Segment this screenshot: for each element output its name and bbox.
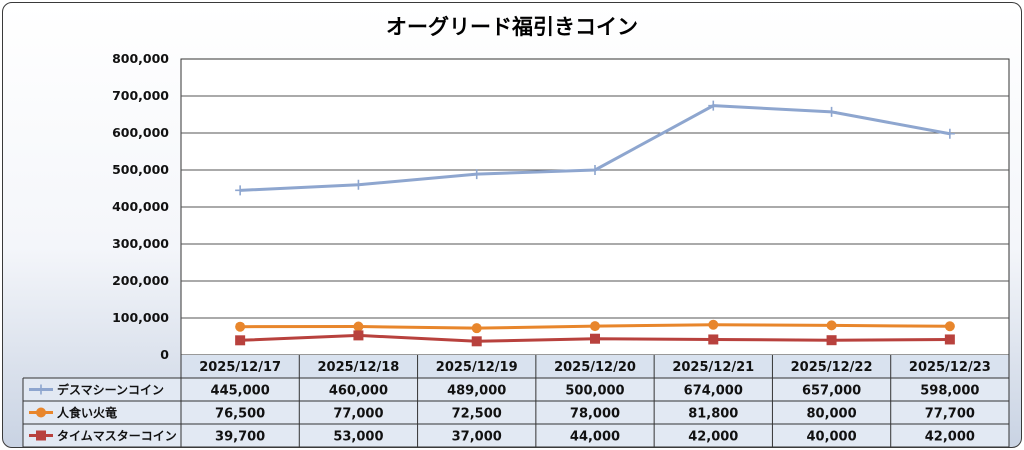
y-tick-label: 200,000 [112,273,169,288]
table-cell-value: 500,000 [565,384,624,399]
data-point [471,323,482,334]
data-point [235,335,246,346]
data-point [590,321,600,332]
data-point [353,321,364,332]
y-tick-label: 300,000 [112,236,169,251]
x-category-label: 2025/12/21 [672,360,754,375]
y-tick-label: 0 [160,347,169,362]
data-point [235,185,246,196]
table-cell-value: 40,000 [806,430,856,445]
x-category-label: 2025/12/20 [554,360,636,375]
table-cell-value: 80,000 [806,407,856,422]
x-category-label: 2025/12/23 [909,360,991,375]
table-cell-value: 78,000 [570,407,620,422]
series-lines [235,100,955,347]
legend-key-marker [36,430,46,441]
data-point [826,335,837,346]
y-tick-label: 500,000 [112,162,169,177]
data-point [944,128,955,139]
data-point [826,106,837,117]
x-category-label: 2025/12/17 [199,360,281,375]
data-point [826,320,837,331]
table-cell-value: 44,000 [570,430,620,445]
table-cell-value: 42,000 [688,430,738,445]
legend-label: デスマシーンコイン [57,382,164,397]
table-cell-value: 37,000 [452,430,502,445]
legend-label: タイムマスターコイン [57,429,177,443]
data-point [353,330,364,341]
table-cell-value: 489,000 [447,384,506,399]
x-category-label: 2025/12/22 [791,360,873,375]
data-table: 2025/12/17 2025/12/18 2025/12/19 2025/12/20… [22,355,1010,447]
y-tick-label: 800,000 [112,51,169,66]
x-category-label: 2025/12/19 [436,360,518,375]
y-axis-tick-labels: 0 100,000 200,000 300,000 400,000 500,000 600,… [112,51,169,362]
table-cell-value: 53,000 [333,430,383,445]
legend-key-marker [36,407,46,418]
table-cell-value: 76,500 [215,407,265,422]
data-point [944,321,955,332]
y-tick-label: 700,000 [112,88,169,103]
legend-label: 人食い火竜 [57,405,117,420]
table-cell-value: 598,000 [920,384,979,399]
data-point [708,334,719,345]
line-chart: オーグリード福引きコイン 0 100,000 200,000 300,000 400,0… [22,15,1010,447]
chart-title: オーグリード福引きコイン [386,15,638,39]
table-cell-value: 72,500 [452,407,502,422]
table-header-bg [181,355,1009,378]
table-cell-value: 77,700 [925,407,975,422]
table-cell-value: 77,000 [333,407,383,422]
table-cell-value: 445,000 [211,384,270,399]
data-point [235,321,246,332]
x-category-label: 2025/12/18 [317,360,399,375]
data-point [590,165,600,175]
table-cell-value: 81,800 [688,407,738,422]
table-cell-value: 657,000 [802,384,861,399]
data-point [708,319,719,330]
data-point [590,333,600,344]
table-cell-value: 674,000 [684,384,743,399]
table-cell-value: 39,700 [215,430,265,445]
data-point [708,100,719,111]
table-cell-value: 42,000 [925,430,975,445]
data-point [353,179,364,190]
y-tick-label: 400,000 [112,199,169,214]
y-tick-label: 600,000 [112,125,169,140]
y-tick-label: 100,000 [112,310,169,325]
data-point [944,334,955,345]
table-cell-value: 460,000 [329,384,388,399]
data-point [471,169,482,180]
legend-key-marker [36,384,46,395]
table-body-bg [23,378,1009,447]
data-point [471,336,482,347]
